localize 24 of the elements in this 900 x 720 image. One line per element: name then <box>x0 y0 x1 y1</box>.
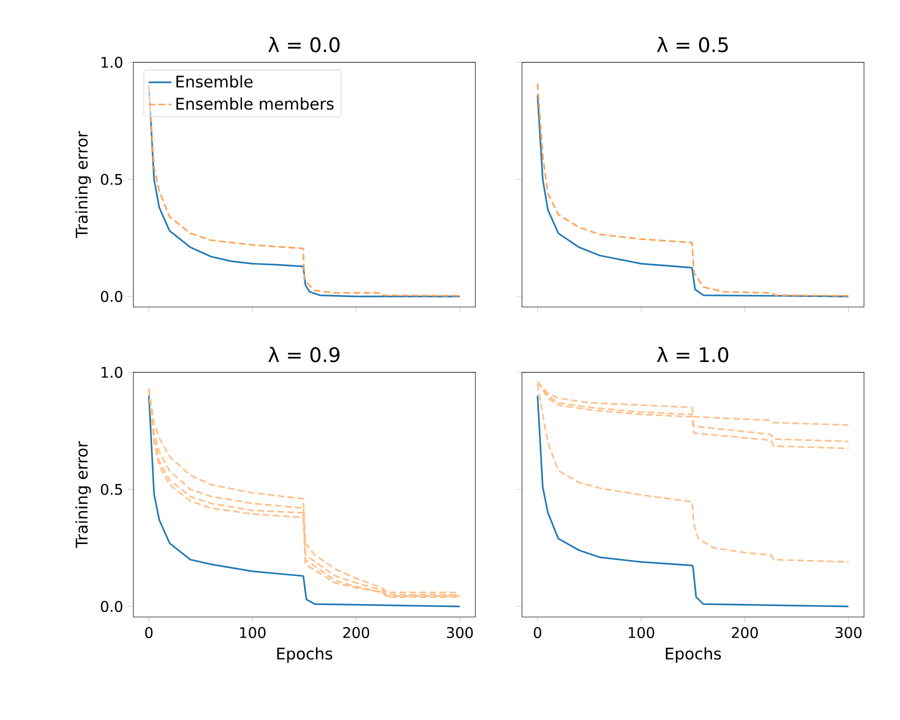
y-tick-label: 1.0 <box>102 366 122 378</box>
y-tick-label: 0.5 <box>100 174 122 185</box>
x-tick-label: 0 <box>145 627 153 638</box>
x-tick-label: 200 <box>343 627 370 638</box>
x-tick-label: 100 <box>240 627 266 638</box>
y-axis-title: Training error <box>75 441 91 548</box>
x-tick-label: 100 <box>628 627 654 638</box>
chart-title: λ = 1.0 <box>657 346 728 362</box>
chart-title: λ = 0.5 <box>657 36 728 52</box>
y-axis-title: Training error <box>75 131 91 238</box>
x-tick-label: 300 <box>836 627 862 638</box>
x-tick-label: 200 <box>732 627 758 638</box>
x-axis-title: Epochs <box>277 647 332 663</box>
x-axis-title: Epochs <box>666 647 721 663</box>
y-tick-label: 1.0 <box>102 56 122 68</box>
chart-title: λ = 0.9 <box>268 346 340 362</box>
y-tick-label: 0.0 <box>100 600 122 612</box>
legend-label: Ensemble members <box>176 97 334 110</box>
x-tick-label: 0 <box>534 627 542 638</box>
legend-label: Ensemble <box>176 75 253 88</box>
chart-title: λ = 0.0 <box>268 36 340 52</box>
x-tick-label: 300 <box>446 627 473 638</box>
y-tick-label: 0.5 <box>100 484 122 495</box>
y-tick-label: 0.0 <box>100 290 122 302</box>
